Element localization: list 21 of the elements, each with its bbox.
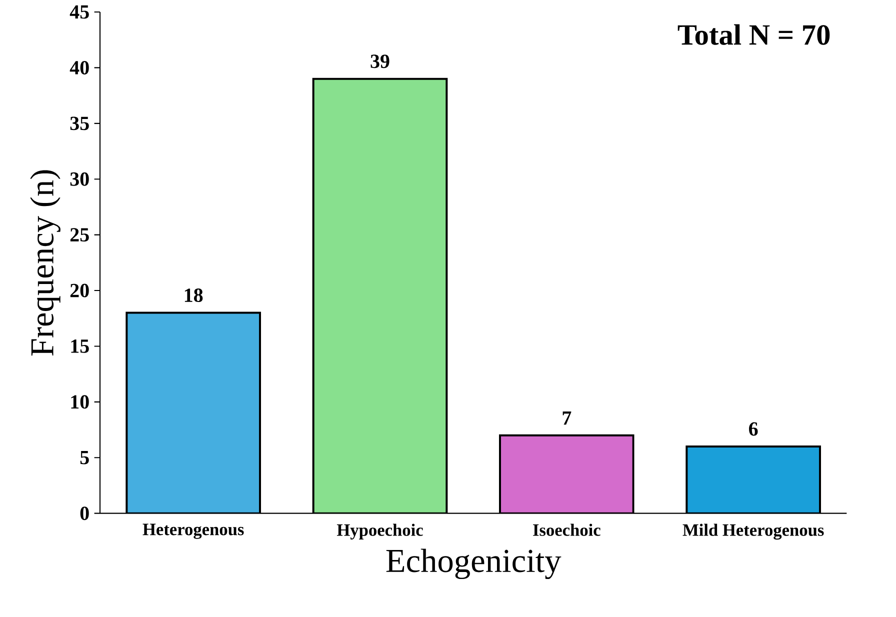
y-tick-label: 0 xyxy=(80,506,89,520)
y-tick-label: 20 xyxy=(70,284,89,298)
y-axis-title: Frequency (n) xyxy=(30,170,60,356)
y-tick-label: 5 xyxy=(80,450,89,464)
y-tick-label: 25 xyxy=(70,228,89,242)
x-tick-label: Hypoechoic xyxy=(336,524,423,540)
x-tick-label: Mild Heterogenous xyxy=(682,524,824,540)
y-tick-label: 35 xyxy=(70,116,89,130)
x-tick-label: Isoechoic xyxy=(533,524,600,536)
data-label: 6 xyxy=(749,422,758,436)
x-tick-label: Heterogenous xyxy=(142,524,244,539)
annotation: Total N = 70 xyxy=(678,24,830,45)
y-tick-label: 40 xyxy=(70,60,89,74)
data-label: 7 xyxy=(562,411,572,424)
data-label: 18 xyxy=(184,288,203,302)
x-axis-title: Echogenicity xyxy=(386,548,562,579)
y-tick-label: 30 xyxy=(70,172,89,186)
y-tick-label: 10 xyxy=(71,395,89,409)
y-tick-label: 45 xyxy=(70,5,89,19)
y-tick-label: 15 xyxy=(71,339,89,353)
data-label: 39 xyxy=(370,54,390,68)
